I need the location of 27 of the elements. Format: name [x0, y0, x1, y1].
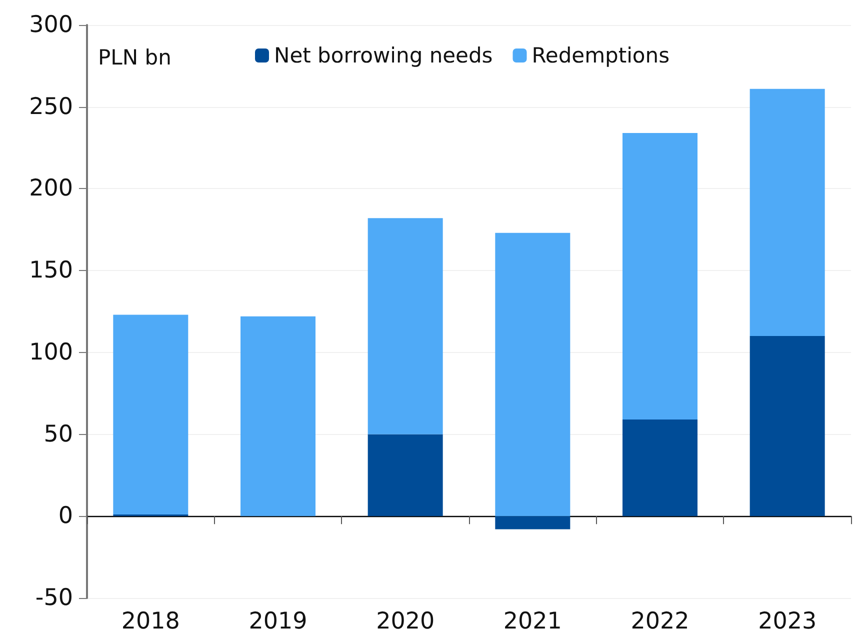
x-tick-label: 2021 [503, 608, 562, 634]
y-axis-title: PLN bn [98, 46, 172, 70]
x-tick-label: 2018 [121, 608, 180, 634]
bar [368, 218, 443, 434]
y-tick-label: 250 [29, 94, 73, 120]
y-tick-label: 50 [44, 421, 73, 448]
x-tick-label: 2023 [758, 608, 817, 634]
x-tick-label: 2022 [630, 608, 690, 634]
y-tick-label: 0 [58, 503, 73, 530]
x-tick-label: 2020 [376, 608, 435, 634]
bar [495, 232, 570, 516]
bar [750, 88, 825, 336]
y-tick-label: 300 [29, 12, 73, 38]
y-tick-label: 100 [29, 339, 73, 366]
y-tick-label: 150 [29, 258, 73, 284]
y-tick-label: 200 [29, 176, 73, 202]
x-tick-label: 2019 [248, 608, 308, 634]
bar [622, 420, 698, 516]
bar [368, 434, 443, 516]
bar [240, 316, 316, 516]
legend-label: Net borrowing needs [274, 44, 493, 68]
y-tick-label: -50 [35, 585, 73, 611]
legend-label: Redemptions [532, 44, 670, 68]
bar [622, 133, 698, 420]
bar [750, 336, 825, 516]
bar [495, 516, 570, 530]
bar [113, 314, 188, 515]
